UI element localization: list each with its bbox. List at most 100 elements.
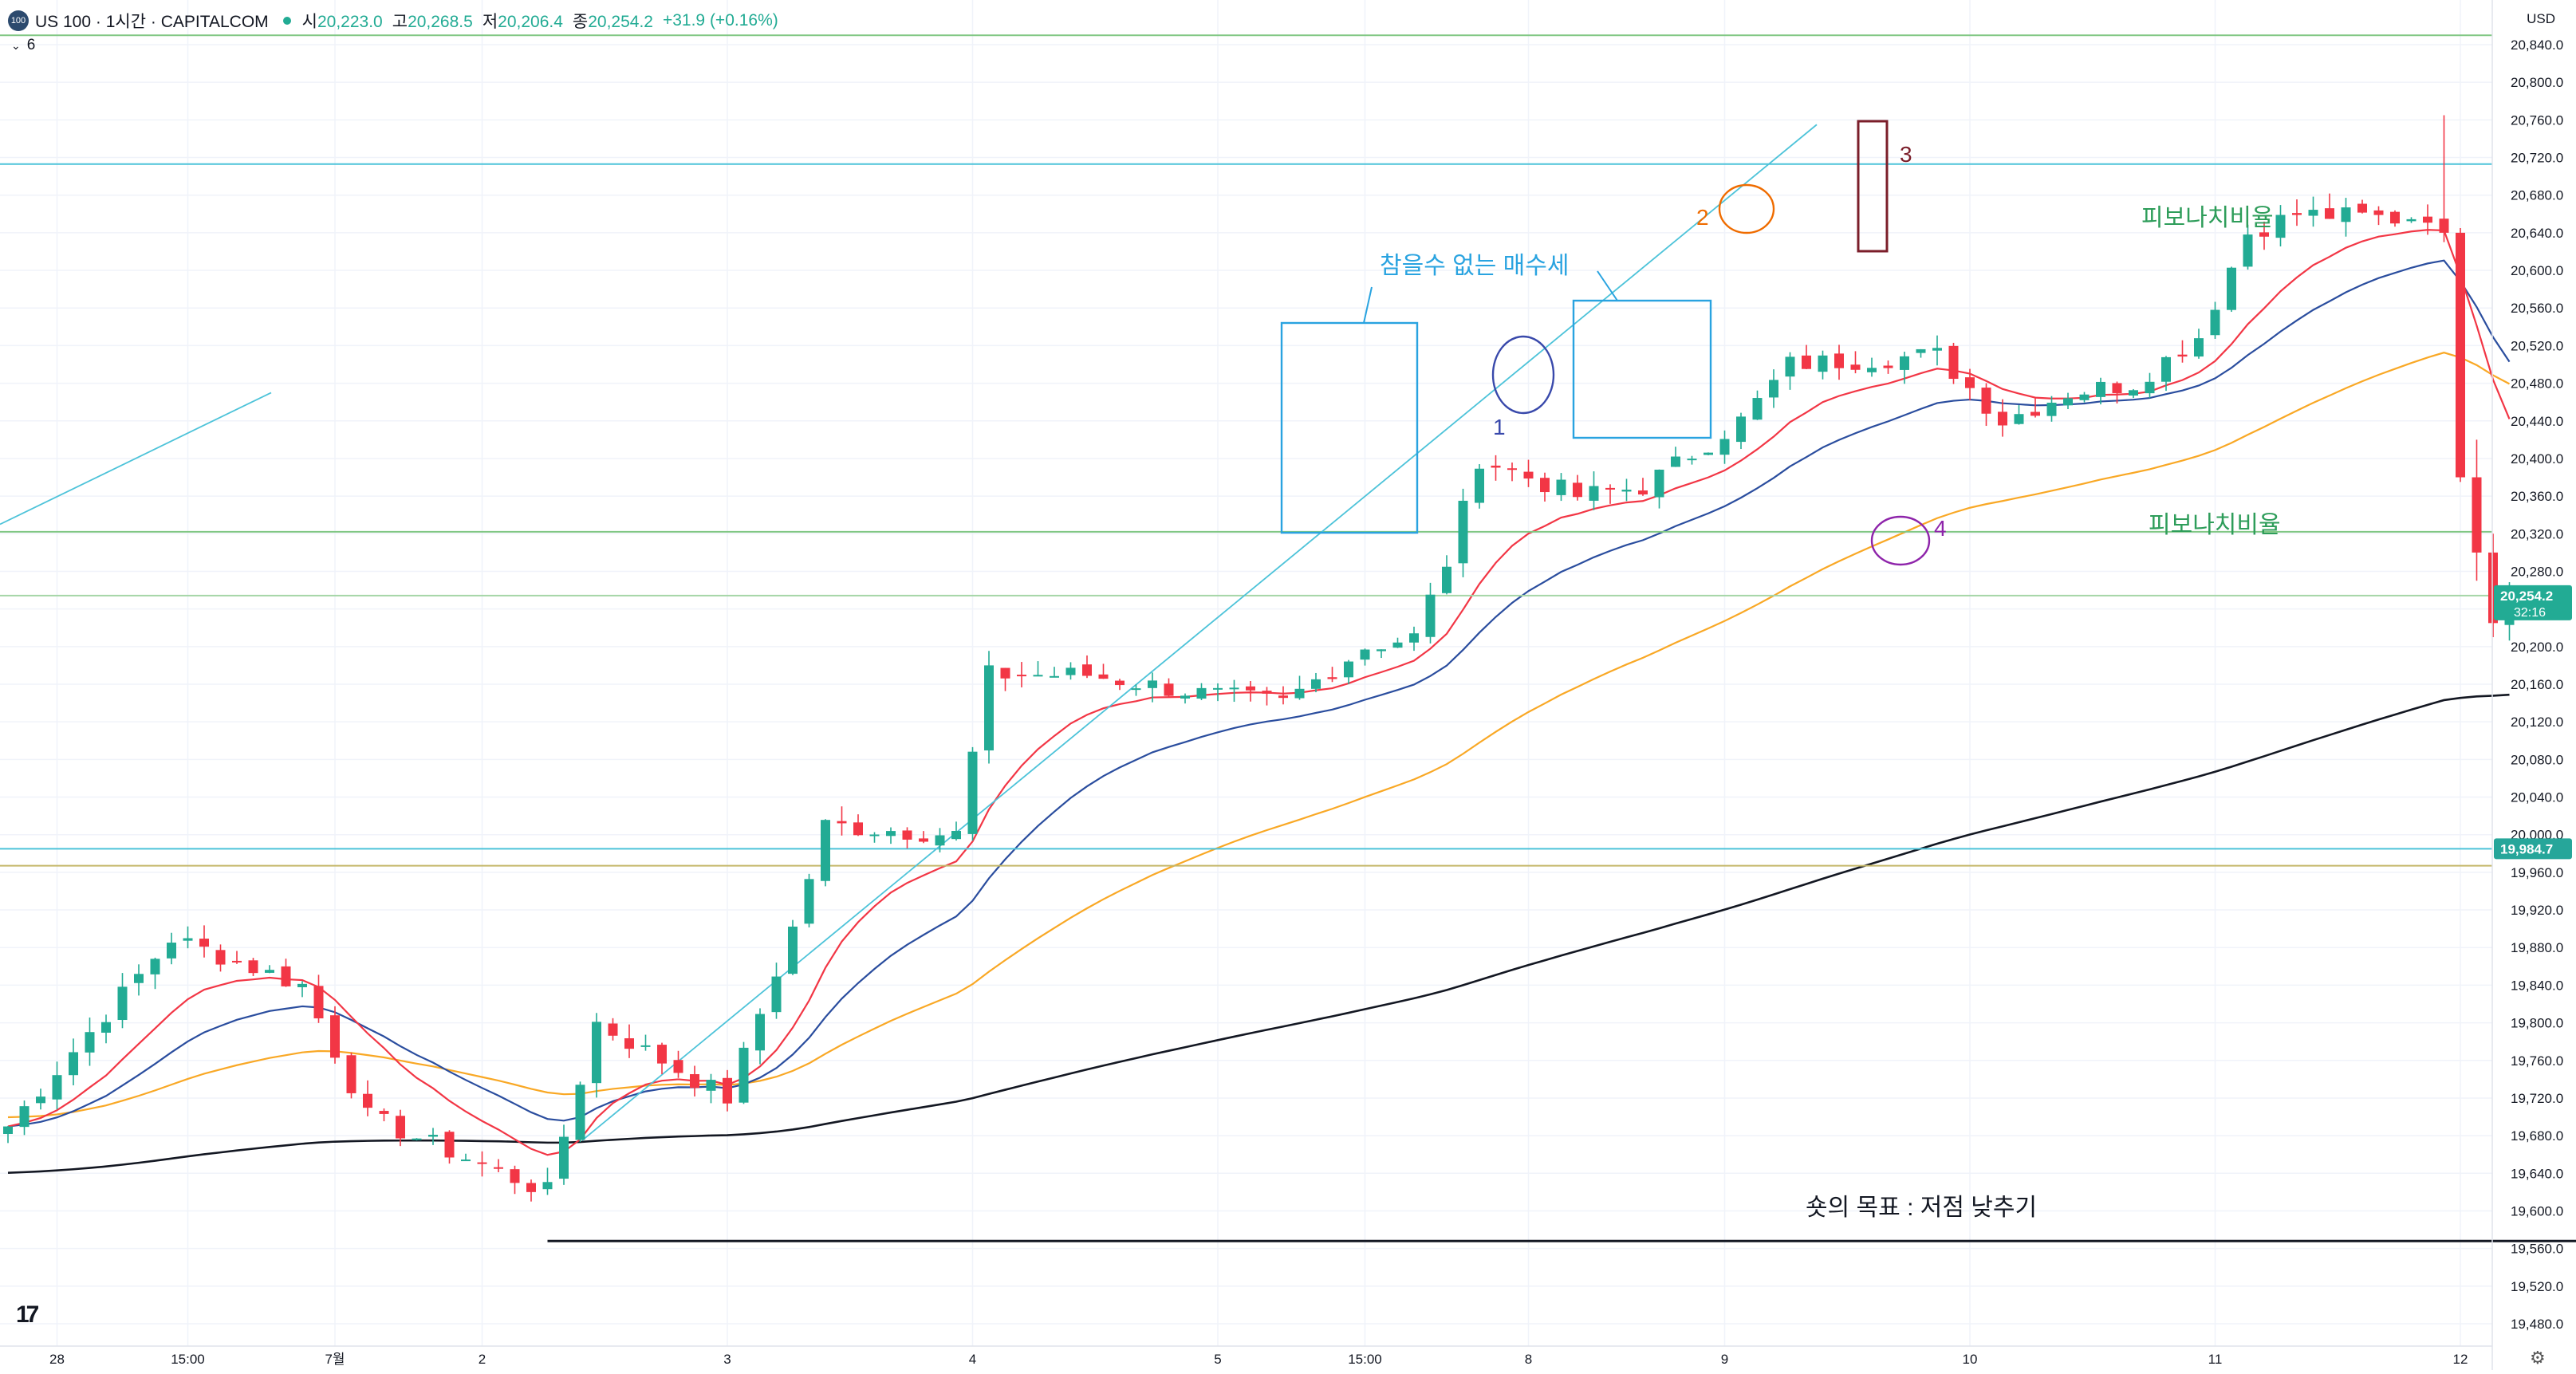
x-tick-label: 15:00: [171, 1352, 205, 1367]
candle: [199, 939, 209, 947]
candle: [1867, 368, 1877, 372]
candle: [723, 1077, 732, 1104]
candle: [2373, 210, 2384, 215]
candle: [2439, 219, 2449, 233]
candle: [1507, 468, 1517, 470]
candle: [428, 1135, 438, 1137]
symbol-title[interactable]: US 100 · 1시간 · CAPITALCOM: [35, 13, 269, 31]
candle: [1148, 680, 1157, 688]
fib-label-lower: 피보나치비율: [2149, 512, 2281, 538]
x-tick-label: 4: [969, 1352, 976, 1367]
candle: [1164, 683, 1174, 696]
candle: [265, 970, 274, 973]
y-tick-label: 19,680.0: [2511, 1128, 2563, 1144]
candle: [1311, 679, 1321, 689]
y-tick-label: 19,880.0: [2511, 940, 2563, 955]
candle: [526, 1183, 536, 1192]
candle: [19, 1106, 30, 1128]
y-tick-label: 20,360.0: [2511, 489, 2563, 504]
marker-label-4: 4: [1934, 516, 1947, 541]
x-tick-label: 28: [49, 1352, 65, 1367]
candle: [2472, 477, 2482, 553]
candle: [821, 820, 830, 881]
candle: [1475, 468, 1484, 503]
candle: [886, 831, 896, 837]
candle: [575, 1085, 585, 1140]
candle: [1850, 364, 1861, 370]
symbol-logo-icon: 100: [8, 10, 29, 31]
candle: [804, 879, 814, 924]
ema-20-line: [7, 259, 2511, 1128]
x-tick-label: 8: [1525, 1352, 1532, 1367]
candle: [559, 1136, 569, 1179]
candle: [2259, 232, 2269, 237]
candle: [608, 1023, 618, 1036]
y-tick-label: 19,960.0: [2511, 865, 2563, 880]
y-tick-label: 20,840.0: [2511, 37, 2563, 53]
price-change: +31.9 (+0.16%): [662, 11, 778, 30]
candle: [85, 1032, 95, 1053]
symbol-header: 100 US 100 · 1시간 · CAPITALCOM 시20,223.0 …: [8, 6, 788, 35]
x-tick-label: 11: [2208, 1352, 2223, 1367]
candle: [215, 950, 226, 965]
candle: [330, 1015, 340, 1058]
candle: [232, 960, 242, 963]
candle: [1246, 686, 1255, 691]
candle: [1000, 667, 1010, 679]
candle: [2341, 207, 2351, 222]
candle: [1605, 487, 1615, 490]
candle: [363, 1093, 372, 1108]
chevron-down-icon[interactable]: ⌄: [11, 38, 21, 52]
candle: [1704, 452, 1713, 455]
x-tick-label: 5: [1214, 1352, 1221, 1367]
y-tick-label: 20,080.0: [2511, 752, 2563, 767]
candle: [2308, 210, 2318, 216]
candle: [853, 822, 863, 836]
price-axis: 20,840.0 20,800.0 20,760.0 20,720.0 20,680.0…: [2491, 0, 2572, 1370]
candle: [412, 1138, 422, 1140]
candle: [1017, 675, 1026, 677]
gear-icon[interactable]: ⚙: [2530, 1348, 2546, 1368]
candle: [1344, 661, 1353, 678]
y-tick-label: 19,600.0: [2511, 1203, 2563, 1218]
target-label: 숏의 목표 : 저점 낮추기: [1806, 1195, 2037, 1221]
candle: [1442, 566, 1451, 593]
indicators-toggle[interactable]: ⌄ 6: [11, 37, 35, 54]
candle: [3, 1126, 13, 1135]
y-tick-label: 20,200.0: [2511, 640, 2563, 655]
candle: [150, 959, 160, 974]
market-open-icon: [282, 17, 291, 25]
candle: [624, 1037, 634, 1049]
y-tick-label: 20,440.0: [2511, 414, 2563, 429]
ohlc-close-key: 종: [572, 13, 589, 31]
ema-200-line: [7, 693, 2510, 1175]
y-tick-label: 19,720.0: [2511, 1091, 2563, 1106]
tradingview-logo-icon[interactable]: 17: [16, 1301, 39, 1328]
countdown-label: 32:16: [2514, 606, 2546, 620]
candle: [52, 1075, 62, 1100]
candle: [1834, 353, 1844, 368]
candle: [1719, 439, 1730, 455]
candle: [1621, 490, 1632, 492]
currency-button[interactable]: USD: [2527, 11, 2555, 26]
ohlc-low: 저20,206.4: [483, 9, 563, 33]
ohlc-open-key: 시: [301, 13, 317, 31]
candle: [2079, 394, 2090, 400]
candle: [1098, 674, 1109, 679]
price-label: 19,984.7: [2500, 841, 2553, 856]
candle: [281, 966, 291, 986]
candle: [690, 1074, 699, 1089]
candle: [494, 1167, 503, 1169]
ohlc-close-value: 20,254.2: [588, 13, 653, 31]
candle: [2030, 411, 2040, 416]
candle: [2292, 213, 2302, 215]
annotation-pointer: [1363, 286, 1373, 324]
candle: [69, 1052, 78, 1076]
candle: [640, 1045, 651, 1047]
candle: [837, 821, 847, 824]
grid: [0, 0, 2492, 1346]
candle: [1131, 688, 1141, 691]
x-tick-label: 15:00: [1348, 1352, 1382, 1367]
